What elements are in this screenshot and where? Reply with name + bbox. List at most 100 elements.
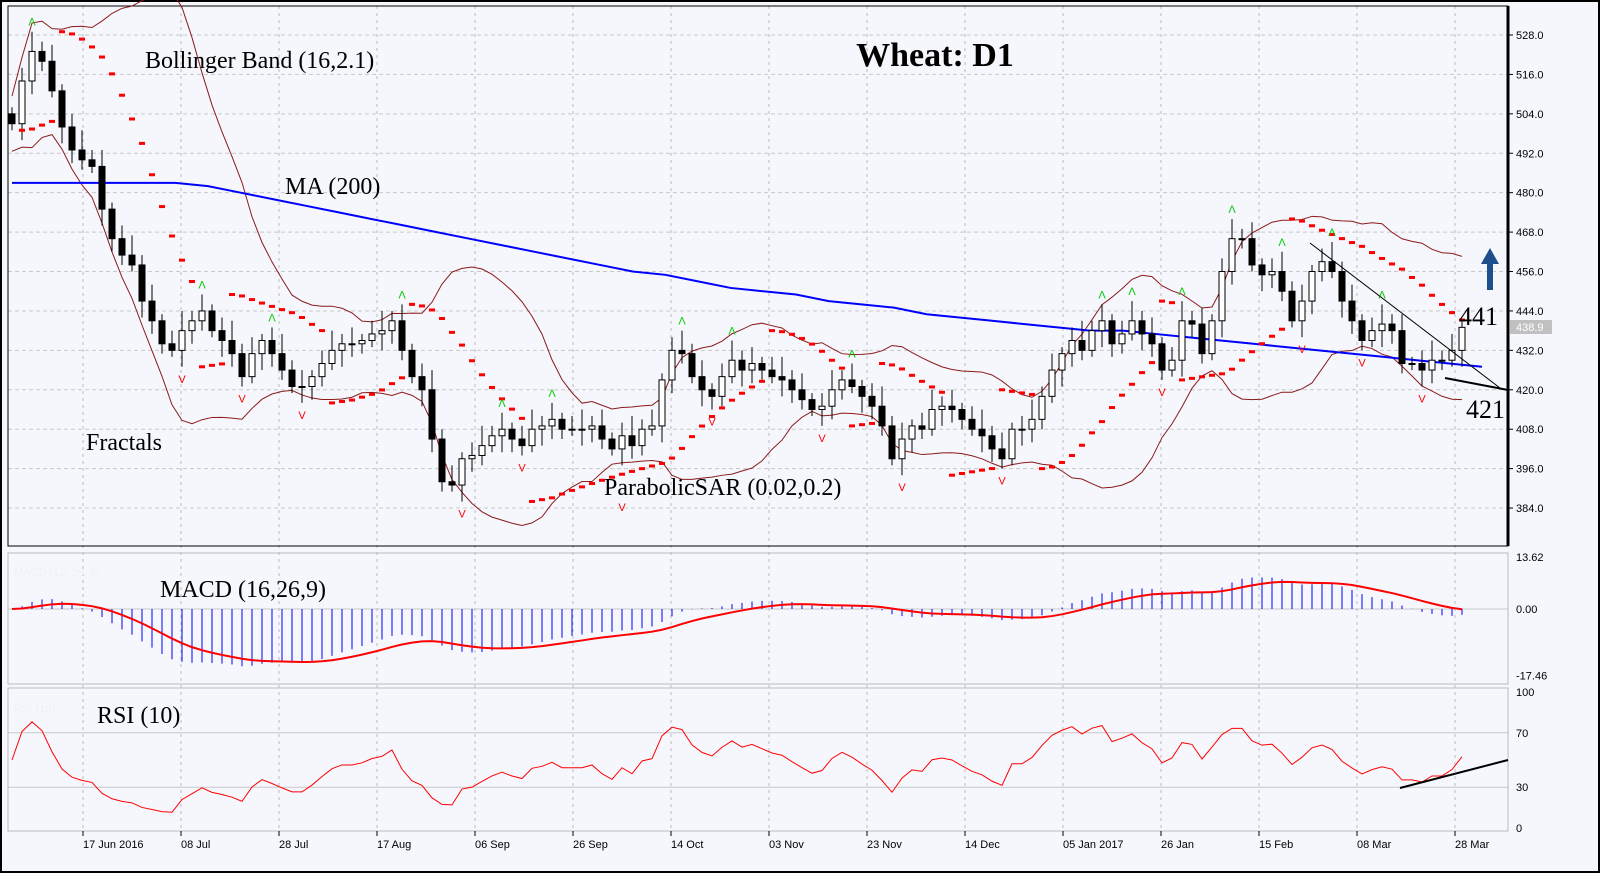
time-tick-label: 14 Oct	[671, 839, 703, 851]
macd-tick-label: 0.00	[1516, 604, 1537, 616]
bear-candle	[758, 363, 766, 371]
bear-candle	[398, 320, 406, 351]
sar-dot	[159, 205, 165, 209]
sar-dot	[629, 469, 635, 473]
bull-candle	[178, 330, 186, 351]
macd-panel	[7, 552, 1509, 685]
fractal-down-icon: V	[1418, 393, 1426, 405]
bear-candle	[1108, 320, 1116, 345]
price-tick-label: 456.0	[1516, 267, 1544, 279]
sar-dot	[669, 456, 675, 460]
sar-dot	[119, 93, 125, 97]
sar-dot	[499, 397, 505, 401]
bear-candle	[868, 395, 876, 407]
time-tick-label: 26 Jan	[1161, 839, 1194, 851]
sar-dot	[189, 279, 195, 283]
bull-candle	[1448, 349, 1456, 361]
bear-candle	[508, 428, 516, 440]
time-tick-label: 08 Jul	[181, 839, 210, 851]
sar-dot	[39, 123, 45, 127]
bull-candle	[748, 363, 756, 371]
fractal-up-icon: Λ	[28, 17, 36, 29]
sar-dot	[199, 365, 205, 369]
bear-candle	[288, 369, 296, 387]
sar-dot	[649, 464, 655, 468]
bear-candle	[848, 379, 856, 387]
sar-dot	[689, 435, 695, 439]
sar-dot	[369, 392, 375, 396]
bear-candle	[978, 428, 986, 437]
bear-candle	[68, 126, 76, 151]
sar-dot	[919, 379, 925, 383]
fractals-label: Fractals	[86, 430, 162, 456]
sar-dot	[1089, 431, 1095, 435]
time-tick-label: 28 Mar	[1455, 839, 1490, 851]
price-tick-label: 444.0	[1516, 306, 1544, 318]
bull-candle	[1298, 300, 1306, 322]
sar-dot	[729, 398, 735, 402]
sar-dot	[229, 293, 235, 297]
macd-signal-line	[11, 580, 1463, 663]
fractal-up-icon: Λ	[1378, 289, 1386, 301]
bear-candle	[878, 405, 886, 427]
sar-dot	[1029, 392, 1035, 396]
bull-candle	[1178, 320, 1186, 361]
sar-dot	[1119, 393, 1125, 397]
sar-dot	[479, 373, 485, 377]
bull-candle	[488, 435, 496, 447]
bull-candle	[528, 428, 536, 447]
bear-candle	[1278, 271, 1286, 292]
bull-candle	[928, 408, 936, 430]
bull-candle	[718, 376, 726, 397]
sar-dot	[379, 388, 385, 392]
bull-candle	[1018, 428, 1026, 431]
bear-candle	[808, 399, 816, 410]
bull-candle	[348, 343, 356, 346]
sar-dot	[509, 407, 515, 411]
time-tick-label: 05 Jan 2017	[1063, 839, 1124, 851]
sar-dot	[139, 141, 145, 145]
sar-dot	[709, 415, 715, 419]
sar-dot	[1289, 217, 1295, 221]
bull-candle	[368, 333, 376, 342]
rsi-faint-label: RSI (10)	[14, 703, 55, 715]
bear-candle	[48, 60, 56, 92]
sar-dot	[1099, 420, 1105, 424]
bull-candle	[1368, 330, 1376, 342]
current-price-box	[1510, 320, 1552, 334]
time-tick-label: 14 Dec	[965, 839, 1000, 851]
bull-candle	[538, 425, 546, 430]
bull-candle	[198, 310, 206, 322]
bull-candle	[1238, 238, 1246, 241]
sar-dot	[949, 473, 955, 477]
sar-dot	[559, 492, 565, 496]
rsi-panel	[7, 687, 1509, 832]
bear-candle	[708, 389, 716, 397]
fractal-down-icon: V	[458, 508, 466, 520]
sar-dot	[219, 362, 225, 366]
sar-dot	[519, 416, 525, 420]
sar-dot	[799, 336, 805, 340]
sar-dot	[529, 499, 535, 503]
sar-dot	[1299, 219, 1305, 223]
bull-candle	[648, 425, 656, 430]
bull-candle	[828, 389, 836, 407]
bull-candle	[908, 425, 916, 440]
fractal-up-icon: Λ	[678, 316, 686, 328]
bull-candle	[248, 353, 256, 378]
sar-dot	[909, 373, 915, 377]
bull-candle	[358, 340, 366, 345]
sar-dot	[429, 308, 435, 312]
bear-candle	[418, 376, 426, 391]
time-tick-label: 17 Jun 2016	[83, 839, 144, 851]
bear-candle	[888, 425, 896, 460]
fractal-up-icon: Λ	[1228, 204, 1236, 216]
sar-dot	[1159, 299, 1165, 303]
price-tick-label: 528.0	[1516, 30, 1544, 42]
bull-candle	[308, 376, 316, 387]
bear-candle	[208, 310, 216, 332]
sar-dot	[1419, 283, 1425, 287]
bear-candle	[158, 320, 166, 345]
bear-candle	[58, 90, 66, 128]
up-arrow-icon	[1481, 248, 1499, 290]
